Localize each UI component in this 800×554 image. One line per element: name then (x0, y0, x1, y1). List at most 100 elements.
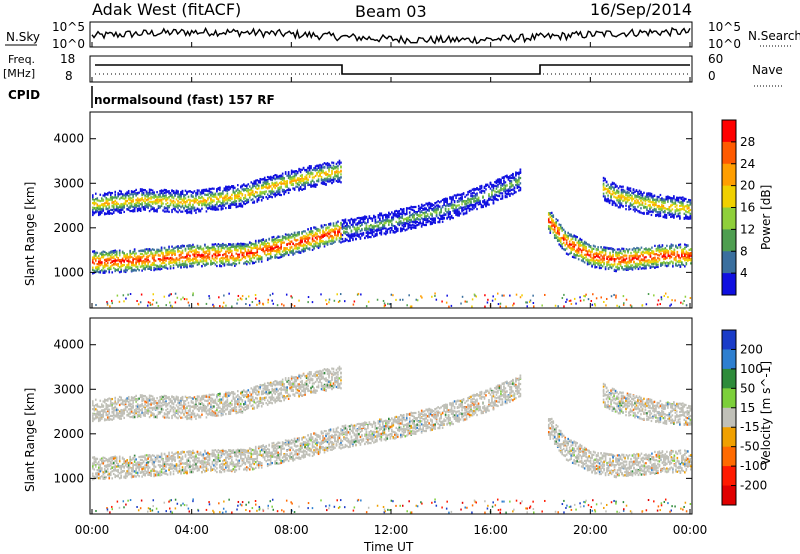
power-cell (298, 183, 300, 187)
power-cell (226, 258, 229, 261)
power-cell (568, 243, 571, 246)
power-cell (142, 199, 145, 203)
power-cell (388, 219, 390, 222)
power-cell (562, 228, 565, 231)
power-cell (156, 202, 158, 205)
power-cell (241, 245, 244, 248)
power-cell (228, 249, 230, 252)
power-cell (147, 198, 149, 201)
power-cell (413, 214, 416, 217)
power-cell (115, 208, 118, 211)
power-cell (118, 258, 121, 262)
power-cell (404, 223, 407, 226)
power-cell (580, 240, 583, 244)
power-cell (229, 255, 232, 258)
power-cell (509, 176, 511, 180)
power-cell (111, 256, 114, 259)
power-cell (94, 270, 97, 273)
power-cell (268, 176, 271, 179)
power-cell (382, 220, 384, 223)
power-cell (240, 247, 242, 250)
power-cell (468, 200, 471, 203)
power-cell (597, 246, 599, 249)
power-cell (561, 237, 564, 240)
power-cell (391, 222, 393, 225)
power-cell (127, 258, 130, 261)
power-cell (358, 222, 360, 225)
power-cell (195, 211, 197, 214)
power-cell (289, 251, 291, 254)
power-cell (148, 197, 151, 200)
power-cell (237, 205, 239, 208)
power-cell (256, 244, 259, 247)
power-cell (163, 261, 166, 265)
power-cell (295, 181, 297, 184)
power-cell (322, 226, 324, 229)
power-cell (274, 186, 276, 190)
power-cell (313, 233, 315, 237)
power-cell (250, 187, 253, 190)
power-cell (501, 192, 504, 195)
power-cell (293, 247, 296, 250)
power-cell (501, 184, 504, 187)
power-cell (441, 206, 444, 209)
power-cell (234, 186, 236, 189)
power-cell (476, 202, 478, 205)
power-cell (177, 193, 179, 196)
power-cell (410, 220, 413, 223)
power-cell (559, 239, 562, 242)
power-cell (328, 180, 330, 183)
power-cell (319, 168, 321, 172)
power-cell (411, 206, 414, 209)
power-cell (117, 259, 120, 262)
power-cell (169, 204, 172, 207)
power-cell (564, 237, 567, 240)
power-cell (151, 263, 154, 266)
power-cell (271, 176, 273, 179)
power-cell (97, 199, 100, 202)
power-cell (299, 238, 302, 241)
power-cell (473, 199, 475, 202)
power-cell (207, 262, 209, 265)
power-cell (175, 257, 178, 260)
power-cell (180, 245, 182, 248)
power-cell (92, 210, 94, 214)
power-cell (144, 263, 146, 266)
power-cell (159, 264, 161, 267)
power-cell (600, 263, 602, 267)
power-cell (322, 240, 324, 243)
power-cell (293, 252, 296, 255)
power-cell (139, 259, 142, 263)
power-cell (198, 262, 200, 265)
power-cell (385, 220, 387, 223)
power-cell (271, 240, 273, 243)
power-cell (417, 209, 420, 213)
power-cell (225, 187, 227, 190)
power-cell (322, 180, 324, 184)
power-cell (298, 169, 300, 172)
power-cell (208, 257, 211, 261)
power-cell (434, 221, 436, 224)
power-cell (165, 198, 167, 201)
power-cell (607, 267, 610, 271)
power-cell (153, 191, 155, 194)
power-cell (359, 237, 362, 240)
power-cell (232, 202, 235, 205)
power-cell (386, 231, 389, 234)
power-cell (553, 226, 556, 229)
power-cell (365, 224, 368, 228)
power-cell (196, 259, 199, 262)
power-cell (223, 196, 226, 200)
power-cell (169, 259, 172, 262)
power-cell (263, 176, 266, 179)
power-cell (401, 209, 404, 213)
power-cell (154, 264, 157, 267)
power-cell (184, 261, 187, 264)
power-cell (310, 172, 312, 176)
power-cell (251, 193, 254, 197)
power-cell (145, 190, 148, 193)
power-cell (368, 225, 371, 228)
power-cell (501, 176, 504, 179)
power-cell (177, 200, 179, 203)
power-cell (271, 255, 273, 259)
